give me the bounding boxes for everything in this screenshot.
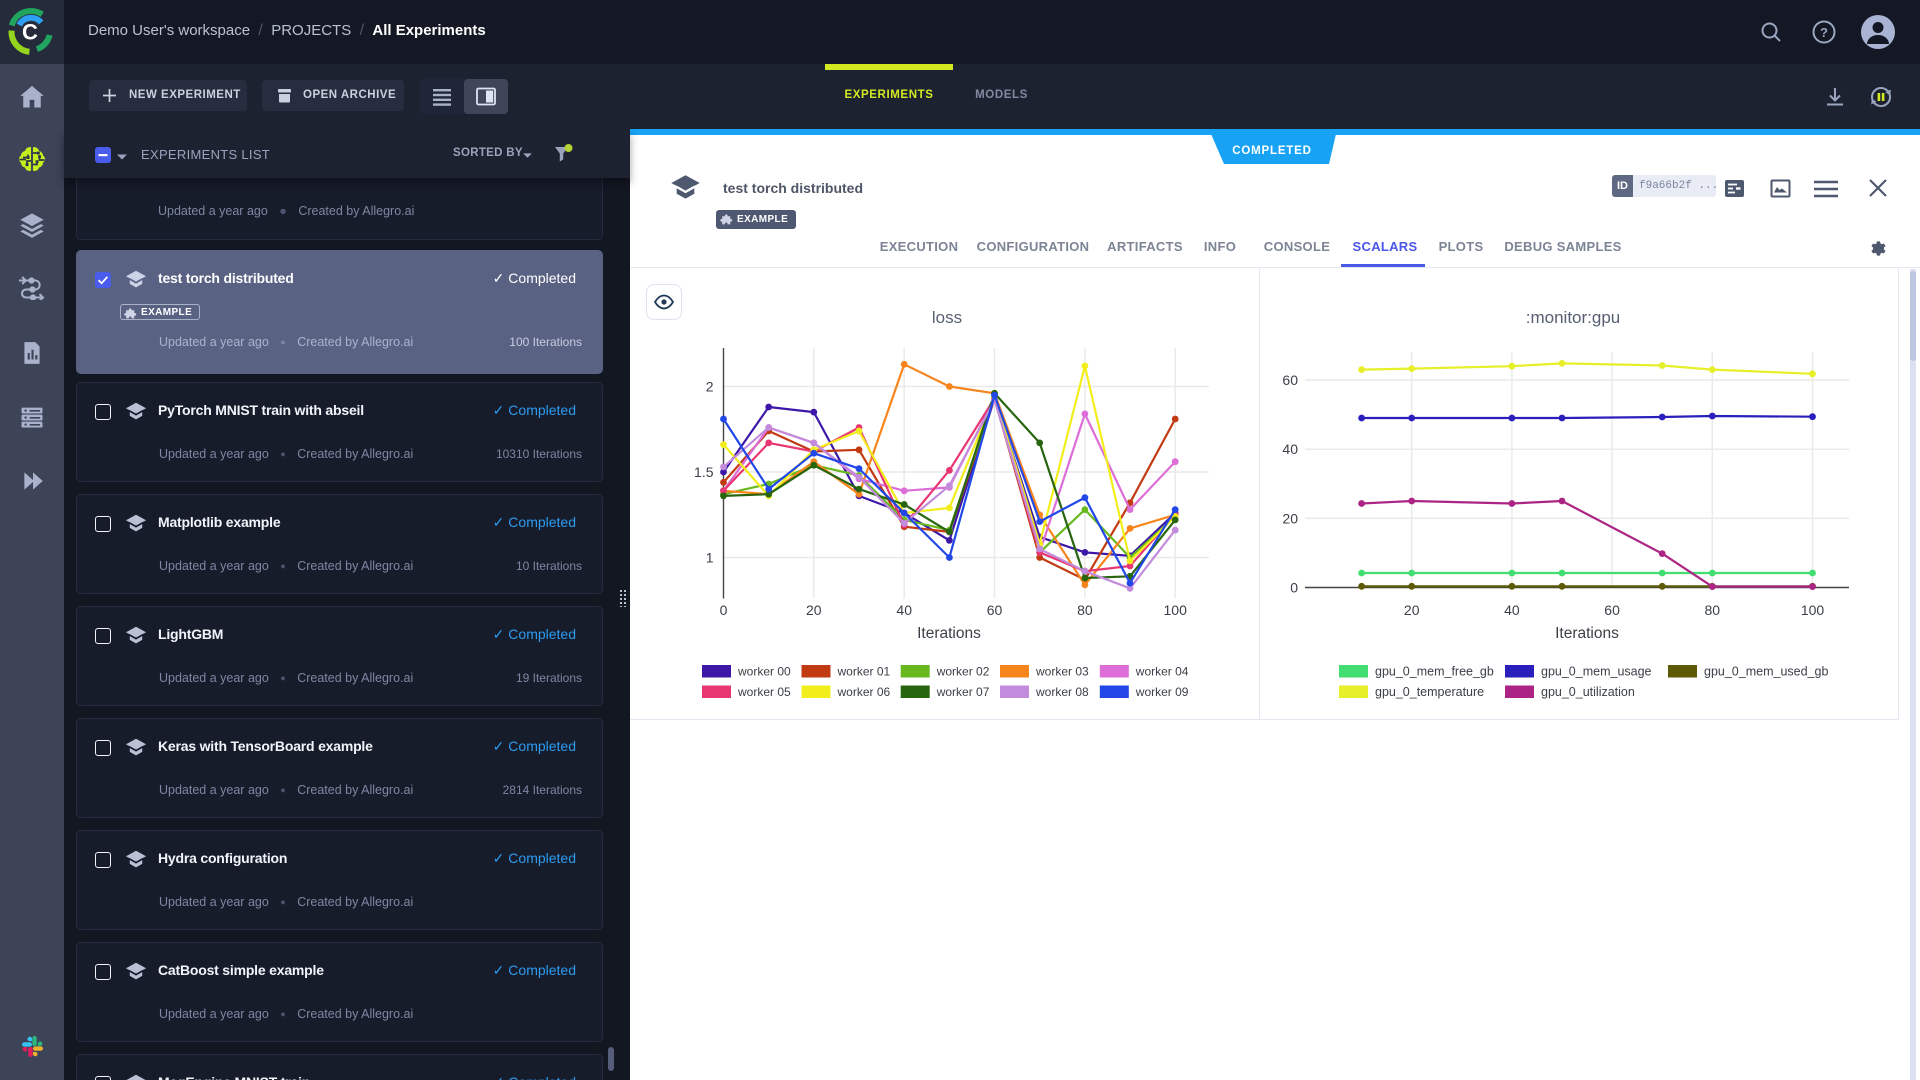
svg-text:worker 02: worker 02 bbox=[936, 665, 990, 679]
svg-text:100: 100 bbox=[1801, 602, 1825, 618]
svg-text:40: 40 bbox=[1282, 441, 1298, 457]
svg-text::monitor:gpu: :monitor:gpu bbox=[1526, 308, 1621, 327]
svg-text:gpu_0_mem_usage: gpu_0_mem_usage bbox=[1541, 665, 1652, 679]
svg-text:0: 0 bbox=[720, 602, 728, 618]
svg-text:40: 40 bbox=[1504, 602, 1520, 618]
svg-text:20: 20 bbox=[806, 602, 822, 618]
svg-text:worker 00: worker 00 bbox=[737, 665, 791, 679]
svg-text:gpu_0_utilization: gpu_0_utilization bbox=[1541, 685, 1635, 699]
svg-text:60: 60 bbox=[1282, 372, 1298, 388]
svg-text:loss: loss bbox=[932, 308, 962, 327]
svg-text:worker 01: worker 01 bbox=[837, 665, 891, 679]
svg-text:1.5: 1.5 bbox=[694, 464, 714, 480]
svg-text:80: 80 bbox=[1705, 602, 1721, 618]
svg-text:Iterations: Iterations bbox=[1555, 625, 1619, 642]
svg-text:Iterations: Iterations bbox=[917, 625, 981, 642]
svg-text:2: 2 bbox=[706, 379, 714, 395]
svg-text:60: 60 bbox=[1604, 602, 1620, 618]
svg-text:40: 40 bbox=[896, 602, 912, 618]
svg-text:80: 80 bbox=[1077, 602, 1093, 618]
svg-text:0: 0 bbox=[1290, 580, 1298, 596]
svg-text:worker 09: worker 09 bbox=[1135, 685, 1189, 699]
svg-text:worker 05: worker 05 bbox=[737, 685, 791, 699]
svg-text:gpu_0_mem_used_gb: gpu_0_mem_used_gb bbox=[1704, 665, 1828, 679]
svg-text:20: 20 bbox=[1282, 510, 1298, 526]
svg-text:60: 60 bbox=[987, 602, 1003, 618]
svg-text:gpu_0_temperature: gpu_0_temperature bbox=[1375, 685, 1484, 699]
svg-text:worker 03: worker 03 bbox=[1035, 665, 1089, 679]
svg-text:C: C bbox=[22, 20, 38, 45]
svg-text:worker 07: worker 07 bbox=[936, 685, 990, 699]
svg-text:?: ? bbox=[1820, 25, 1828, 40]
svg-text:100: 100 bbox=[1164, 602, 1188, 618]
svg-text:1: 1 bbox=[706, 550, 714, 566]
svg-text:worker 06: worker 06 bbox=[837, 685, 891, 699]
svg-text:gpu_0_mem_free_gb: gpu_0_mem_free_gb bbox=[1375, 665, 1494, 679]
svg-text:20: 20 bbox=[1404, 602, 1420, 618]
svg-text:worker 04: worker 04 bbox=[1135, 665, 1189, 679]
svg-text:worker 08: worker 08 bbox=[1035, 685, 1089, 699]
svg-text:COMPLETED: COMPLETED bbox=[1232, 145, 1311, 157]
